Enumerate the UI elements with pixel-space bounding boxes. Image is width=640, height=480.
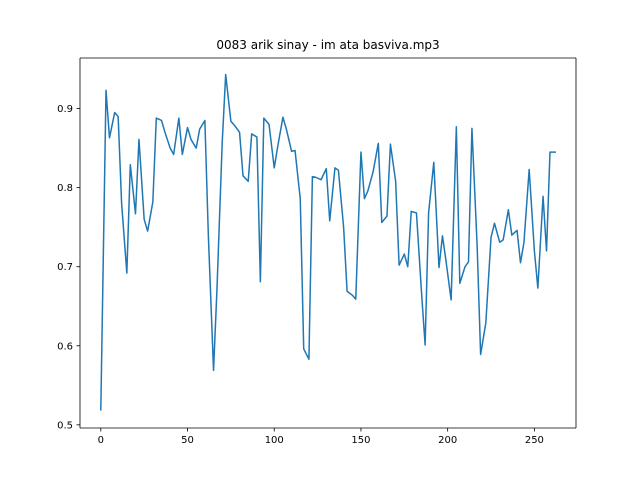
chart-title: 0083 arik sinay - im ata basviva.mp3 <box>216 38 439 52</box>
plot-area <box>80 58 576 428</box>
series-line-0 <box>100 73 556 411</box>
x-tick-label: 50 <box>181 435 194 446</box>
y-tick-label: 0.9 <box>57 104 73 115</box>
x-tick-label: 0 <box>98 435 104 446</box>
series-layer <box>100 73 556 411</box>
y-tick-label: 0.8 <box>57 183 73 194</box>
x-tick-label: 200 <box>438 435 457 446</box>
axes-frame <box>79 57 577 429</box>
tick-layer: 0 50 100 150 200 250 0.5 0.6 0.7 0.8 0.9 <box>57 104 544 446</box>
y-tick-label: 0.5 <box>57 420 73 431</box>
x-tick-label: 100 <box>265 435 284 446</box>
y-tick-label: 0.7 <box>57 262 73 273</box>
x-tick-label: 250 <box>525 435 544 446</box>
x-tick-label: 150 <box>351 435 370 446</box>
y-tick-label: 0.6 <box>57 341 73 352</box>
